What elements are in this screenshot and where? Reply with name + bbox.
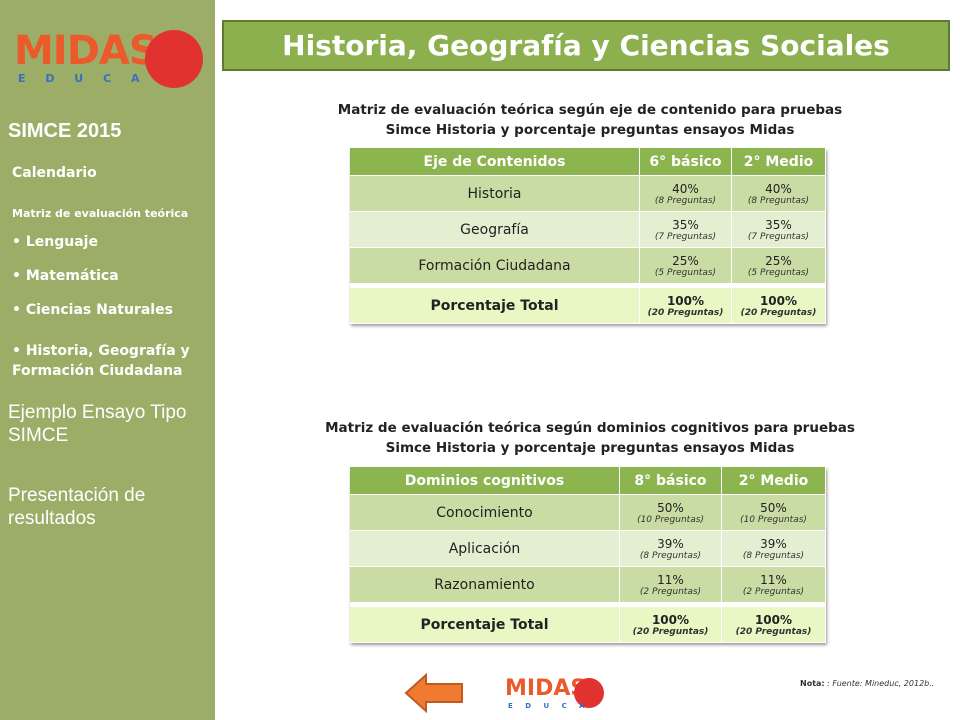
subitem-text: Matemática bbox=[25, 268, 119, 284]
value-cell: 100% (20 Preguntas) bbox=[620, 607, 722, 643]
value-cell: 35% (7 Preguntas) bbox=[640, 212, 732, 248]
question-count: (2 Preguntas) bbox=[639, 586, 702, 597]
footer-logo-sub: E D U C A bbox=[508, 702, 590, 710]
value-cell: 39% (8 Preguntas) bbox=[722, 531, 826, 567]
value-cell: 100% (20 Preguntas) bbox=[640, 288, 732, 324]
percent: 100% bbox=[759, 293, 798, 308]
header-cell: Eje de Contenidos bbox=[350, 148, 640, 176]
caption-line: Matriz de evaluación teórica según eje d… bbox=[337, 102, 843, 118]
note-label: Nota: bbox=[800, 679, 825, 688]
header-cell: 8° básico bbox=[620, 467, 722, 495]
value-cell: 40% (8 Preguntas) bbox=[732, 176, 826, 212]
question-count: (5 Preguntas) bbox=[654, 267, 717, 278]
table: Dominios cognitivos 8° básico 2° Medio Cono… bbox=[350, 467, 826, 643]
question-count: (20 Preguntas) bbox=[740, 307, 817, 318]
logo-circle bbox=[145, 30, 203, 88]
row-label: Aplicación bbox=[350, 531, 620, 567]
percent: 100% bbox=[754, 612, 793, 627]
menu-item[interactable]: Matriz de evaluación teórica bbox=[12, 207, 189, 220]
question-count: (10 Preguntas) bbox=[637, 514, 704, 525]
question-count: (2 Preguntas) bbox=[742, 586, 805, 597]
percent: 11% bbox=[657, 572, 684, 587]
header-cell: 6° básico bbox=[640, 148, 732, 176]
menu-subitem[interactable]: • Lenguaje bbox=[12, 234, 98, 250]
percent: 40% bbox=[765, 181, 792, 196]
question-count: (20 Preguntas) bbox=[632, 626, 709, 637]
row-label: Conocimiento bbox=[350, 495, 620, 531]
value-cell: 39% (8 Preguntas) bbox=[620, 531, 722, 567]
menu-subitem[interactable]: • Matemática bbox=[12, 268, 119, 284]
question-count: (7 Preguntas) bbox=[654, 231, 717, 242]
footer-logo: MIDAS bbox=[505, 676, 587, 701]
row-label: Formación Ciudadana bbox=[350, 248, 640, 284]
caption-line: Matriz de evaluación teórica según domin… bbox=[325, 420, 855, 436]
question-count: (7 Preguntas) bbox=[747, 231, 810, 242]
header-cell: Dominios cognitivos bbox=[350, 467, 620, 495]
question-count: (10 Preguntas) bbox=[740, 514, 807, 525]
value-cell: 50% (10 Preguntas) bbox=[722, 495, 826, 531]
arrow-shape bbox=[404, 673, 463, 713]
value-cell: 35% (7 Preguntas) bbox=[732, 212, 826, 248]
menu-subitem[interactable]: • Ciencias Naturales bbox=[12, 302, 173, 318]
percent: 25% bbox=[765, 253, 792, 268]
percent: 25% bbox=[672, 253, 699, 268]
question-count: (8 Preguntas) bbox=[747, 195, 810, 206]
row-label: Geografía bbox=[350, 212, 640, 248]
value-cell: 25% (5 Preguntas) bbox=[732, 248, 826, 284]
value-cell: 50% (10 Preguntas) bbox=[620, 495, 722, 531]
row-label: Porcentaje Total bbox=[350, 607, 620, 643]
percent: 11% bbox=[760, 572, 787, 587]
question-count: (5 Preguntas) bbox=[747, 267, 810, 278]
back-arrow[interactable] bbox=[404, 673, 464, 713]
percent: 50% bbox=[760, 500, 787, 515]
table: Eje de Contenidos 6° básico 2° Medio Histor… bbox=[350, 148, 826, 324]
menu-link[interactable]: Presentación de resultados bbox=[8, 485, 146, 529]
table-caption: Matriz de evaluación teórica según domin… bbox=[290, 418, 890, 458]
value-cell: 11% (2 Preguntas) bbox=[722, 567, 826, 603]
menu-subitem[interactable]: • Historia, Geografía y Formación Ciudad… bbox=[12, 343, 190, 379]
subitem-text: Lenguaje bbox=[25, 234, 98, 250]
row-label: Porcentaje Total bbox=[350, 288, 640, 324]
row-label: Razonamiento bbox=[350, 567, 620, 603]
subitem-text: Ciencias Naturales bbox=[25, 302, 173, 318]
header-cell: 2° Medio bbox=[722, 467, 826, 495]
menu-link[interactable]: Ejemplo Ensayo Tipo SIMCE bbox=[8, 402, 187, 446]
percent: 39% bbox=[760, 536, 787, 551]
question-count: (8 Preguntas) bbox=[742, 550, 805, 561]
menu-item[interactable]: Calendario bbox=[12, 165, 97, 181]
footer-logo-circle bbox=[574, 678, 604, 708]
value-cell: 25% (5 Preguntas) bbox=[640, 248, 732, 284]
sidebar: MIDAS E D U C A SIMCE 2015 Calendario Ma… bbox=[0, 0, 215, 720]
percent: 39% bbox=[657, 536, 684, 551]
percent: 50% bbox=[657, 500, 684, 515]
value-cell: 100% (20 Preguntas) bbox=[732, 288, 826, 324]
logo-sub: E D U C A bbox=[18, 72, 148, 85]
subitem-text: Historia, Geografía y Formación Ciudadan… bbox=[12, 343, 190, 379]
note: Nota: : Fuente: Mineduc, 2012b.. bbox=[800, 679, 934, 688]
percent: 35% bbox=[672, 217, 699, 232]
percent: 40% bbox=[672, 181, 699, 196]
percent: 100% bbox=[666, 293, 705, 308]
value-cell: 11% (2 Preguntas) bbox=[620, 567, 722, 603]
header-cell: 2° Medio bbox=[732, 148, 826, 176]
percent: 35% bbox=[765, 217, 792, 232]
value-cell: 100% (20 Preguntas) bbox=[722, 607, 826, 643]
table-caption: Matriz de evaluación teórica según eje d… bbox=[290, 100, 890, 140]
question-count: (20 Preguntas) bbox=[647, 307, 724, 318]
sidebar-heading: SIMCE 2015 bbox=[8, 120, 122, 142]
caption-line: Simce Historia y porcentaje preguntas en… bbox=[385, 440, 795, 456]
question-count: (8 Preguntas) bbox=[654, 195, 717, 206]
title-banner: Historia, Geografía y Ciencias Sociales bbox=[222, 20, 950, 71]
question-count: (8 Preguntas) bbox=[639, 550, 702, 561]
value-cell: 40% (8 Preguntas) bbox=[640, 176, 732, 212]
caption-line: Simce Historia y porcentaje preguntas en… bbox=[385, 122, 795, 138]
logo-text: MIDAS bbox=[14, 28, 158, 74]
note-text: : Fuente: Mineduc, 2012b.. bbox=[827, 679, 935, 688]
question-count: (20 Preguntas) bbox=[735, 626, 812, 637]
row-label: Historia bbox=[350, 176, 640, 212]
percent: 100% bbox=[651, 612, 690, 627]
